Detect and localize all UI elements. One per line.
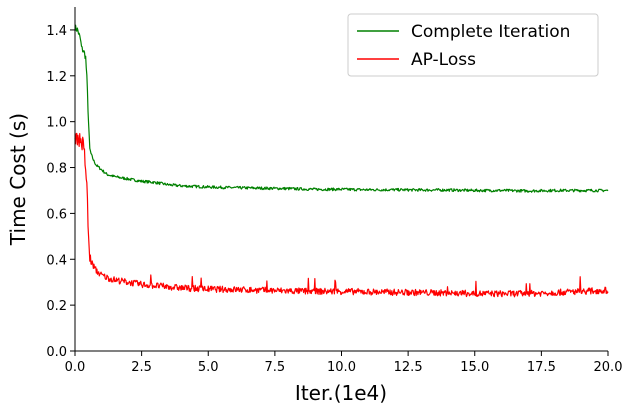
y-tick-label: 1.2 (46, 70, 67, 85)
series-line-ap-loss (74, 132, 609, 298)
y-tick-label: 0.4 (46, 253, 67, 268)
legend-box (347, 13, 599, 77)
x-tick-label: 10.0 (327, 360, 356, 375)
x-tick-label: 2.5 (131, 360, 152, 375)
plot-area (74, 24, 609, 298)
x-tick-label: 0.0 (65, 360, 86, 375)
y-axis-label: Time Cost (s) (6, 113, 30, 246)
x-tick-label: 5.0 (198, 360, 219, 375)
x-axis-label: Iter.(1e4) (295, 381, 387, 405)
y-tick-label: 1.4 (46, 24, 67, 39)
y-tick-label: 0.0 (46, 345, 67, 360)
legend-label-ap-loss: AP-Loss (411, 50, 476, 70)
series-line-complete-iteration (74, 24, 609, 193)
x-tick-label: 17.5 (527, 360, 556, 375)
y-tick-label: 0.2 (46, 299, 67, 314)
legend: Complete Iteration AP-Loss (347, 13, 599, 77)
x-tick-label: 20.0 (594, 360, 623, 375)
x-tick-label: 15.0 (460, 360, 489, 375)
y-axis-ticks: 0.0 0.2 0.4 0.6 0.8 1.0 1.2 1.4 (46, 24, 75, 360)
legend-label-complete-iteration: Complete Iteration (411, 22, 570, 42)
x-tick-label: 12.5 (394, 360, 423, 375)
x-axis-ticks: 0.0 2.5 5.0 7.5 10.0 12.5 15.0 17.5 20.0 (65, 351, 623, 375)
y-tick-label: 0.8 (46, 162, 67, 177)
x-tick-label: 7.5 (265, 360, 286, 375)
y-tick-label: 1.0 (46, 116, 67, 131)
y-tick-label: 0.6 (46, 207, 67, 222)
